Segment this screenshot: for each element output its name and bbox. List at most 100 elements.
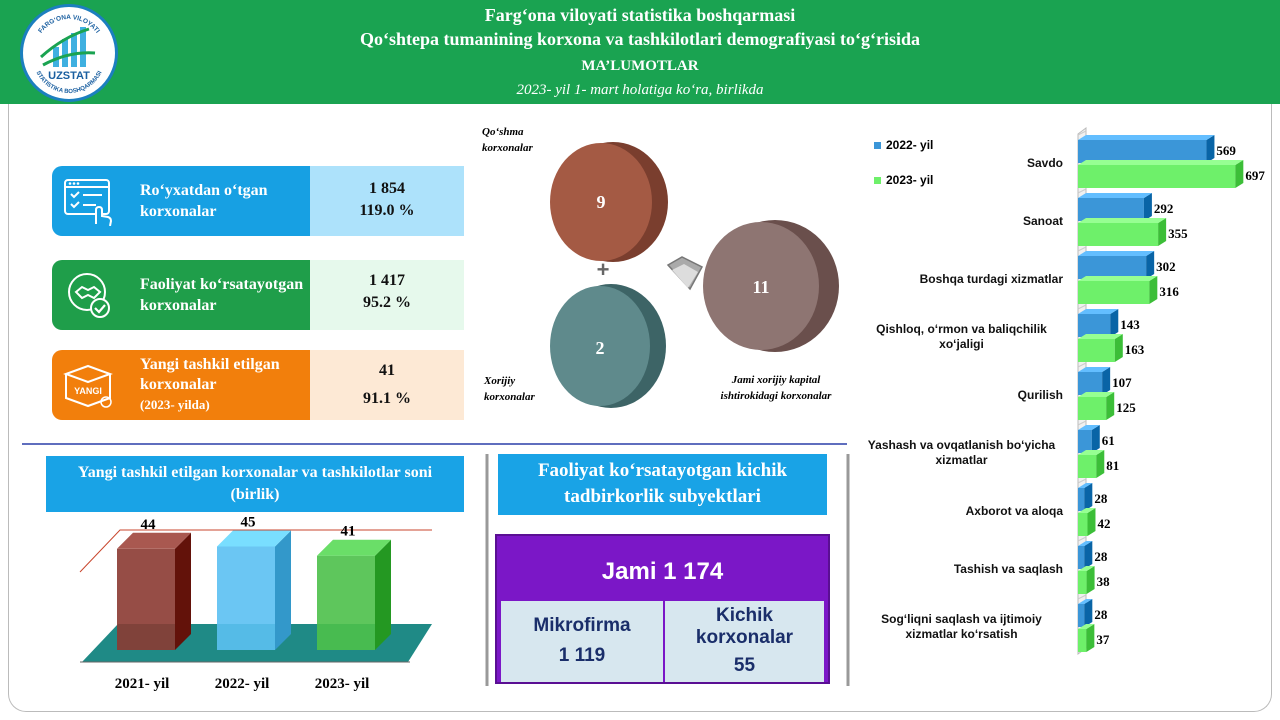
sector-value-0-8: 28: [1094, 607, 1108, 622]
sector-bar-side-0-3: [1110, 309, 1119, 337]
sector-grid-3: [1077, 304, 1087, 310]
sector-value-1-5: 81: [1106, 458, 1119, 473]
logo-emblem: FARG‘ONA VILOYATI STATISTIKA BOSHQARMASI…: [35, 14, 104, 95]
bar-front-1: [217, 546, 275, 650]
sector-bar-top-1-7: [1078, 566, 1095, 571]
sector-value-0-3: 143: [1120, 317, 1140, 332]
box-icon-text: YANGI: [74, 386, 102, 396]
sector-bar-side-1-2: [1149, 276, 1158, 304]
sector-bar-side-1-8: [1086, 624, 1095, 652]
sector-value-1-4: 125: [1116, 400, 1136, 415]
bar-top-1: [217, 530, 291, 547]
card-active: Faoliyat ko‘rsatayotgan korxonalar: [52, 260, 310, 330]
small-value: 55: [733, 655, 756, 676]
sector-bar-1-0: [1078, 165, 1236, 188]
sector-grid-2: [1077, 246, 1087, 252]
sector-value-0-6: 28: [1094, 491, 1108, 506]
sector-bar-top-1-5: [1078, 450, 1105, 455]
bar-value-1: 45: [241, 515, 256, 531]
small-label: Kichik korxonalar: [695, 605, 794, 648]
sector-bar-side-1-3: [1114, 334, 1123, 362]
sector-bar-top-1-3: [1078, 334, 1123, 339]
card-active-value: 1 417: [369, 272, 405, 289]
sector-bar-0-3: [1078, 314, 1111, 337]
header-subtitle: Qo‘shtepa tumanining korxona va tashkilo…: [359, 29, 921, 49]
total-value: 11: [752, 277, 769, 297]
header-banner: Farg‘ona viloyati statistika boshqarmasi…: [0, 0, 1280, 104]
sector-bar-side-1-7: [1086, 566, 1095, 594]
bar-value-0: 44: [141, 517, 157, 533]
sector-bar-1-7: [1078, 571, 1087, 594]
card-new-values: 41 91.1 %: [310, 350, 464, 420]
category-label-1: 2022- yil: [215, 676, 270, 692]
foreign-label-2: korxonalar: [484, 391, 535, 403]
sector-bar-1-5: [1078, 455, 1097, 478]
sector-bar-1-8: [1078, 629, 1087, 652]
sector-value-1-0: 697: [1245, 168, 1265, 183]
uzstat-logo: FARG‘ONA VILOYATI STATISTIKA BOSHQARMASI…: [20, 4, 118, 102]
sector-bar-top-0-3: [1078, 309, 1119, 314]
sector-bar-side-0-0: [1206, 135, 1215, 163]
sector-bar-top-1-4: [1078, 392, 1115, 397]
sector-bar-0-2: [1078, 256, 1147, 279]
small-business-title: Faoliyat ko‘rsatayotgan kichik tadbirkor…: [498, 454, 827, 515]
sector-grid-0: [1077, 130, 1087, 136]
sector-grid-8: [1077, 594, 1087, 600]
joint-label-1: Qo‘shma: [482, 126, 524, 138]
sector-category-4: Qurilish: [1017, 388, 1063, 402]
sector-bar-1-1: [1078, 223, 1159, 246]
bar-side-1: [275, 530, 291, 650]
card-registered-values: 1 854 119.0 %: [310, 166, 464, 236]
bar-side-2: [375, 539, 391, 650]
micro-panel: Mikrofirma 1 119: [501, 601, 663, 682]
sector-grid-6: [1077, 478, 1087, 484]
sector-bar-side-1-5: [1096, 450, 1105, 478]
foreign-label-1: Xorijiy: [483, 375, 515, 387]
category-label-2: 2023- yil: [315, 676, 370, 692]
card-new-sublabel: (2023- yilda): [140, 397, 210, 412]
sector-value-0-7: 28: [1094, 549, 1108, 564]
micro-label: Mikrofirma: [533, 615, 631, 636]
arrow-icon: [666, 256, 704, 291]
sector-bar-top-0-6: [1078, 483, 1093, 488]
handshake-icon: [62, 270, 116, 320]
sector-bar-top-0-8: [1078, 599, 1093, 604]
sector-bar-top-0-4: [1078, 367, 1111, 372]
sector-category-8: Sog‘liqni saqlash va ijtimoiy xizmatlar …: [881, 612, 1042, 641]
sector-bar-side-1-1: [1158, 218, 1167, 246]
sector-bar-0-4: [1078, 372, 1103, 395]
new-chart-title: Yangi tashkil etilgan korxonalar va tash…: [46, 456, 464, 512]
sector-bar-0-5: [1078, 430, 1092, 453]
sector-grid-1: [1077, 188, 1087, 194]
small-business-box: Jami 1 174 Mikrofirma 1 119 Kichik korxo…: [495, 534, 830, 684]
sector-value-0-2: 302: [1156, 259, 1176, 274]
total-label-2: ishtirokidagi korxonalar: [721, 390, 833, 402]
sector-bar-1-4: [1078, 397, 1107, 420]
sector-bar-0-0: [1078, 140, 1207, 163]
sector-bar-top-0-2: [1078, 251, 1155, 256]
sector-bar-0-8: [1078, 604, 1085, 627]
sector-category-3: Qishloq, o‘rmon va baliqchilik xo‘jaligi: [876, 322, 1047, 351]
card-active-percent: 95.2 %: [363, 294, 411, 311]
foreign-circle: 2: [550, 284, 666, 408]
sector-grid-7: [1077, 536, 1087, 542]
sector-category-6: Axborot va aloqa: [965, 504, 1063, 518]
legend-label-0: 2022- yil: [886, 138, 933, 152]
chart-backwall: [79, 529, 432, 573]
small-business-total: Jami 1 174: [601, 558, 724, 585]
header-title: Farg‘ona viloyati statistika boshqarmasi: [484, 5, 796, 25]
sector-bar-top-1-2: [1078, 276, 1158, 281]
sector-bar-1-6: [1078, 513, 1088, 536]
micro-value: 1 119: [558, 645, 606, 666]
bar-side-0: [175, 532, 191, 650]
sector-bar-0-1: [1078, 198, 1144, 221]
sector-value-1-6: 42: [1097, 516, 1110, 531]
sector-bar-top-0-7: [1078, 541, 1093, 546]
sector-value-1-2: 316: [1159, 284, 1179, 299]
total-label-1: Jami xorijiy kapital: [731, 374, 822, 386]
card-registered: Ro‘yxatdan o‘tgan korxonalar: [52, 166, 310, 236]
card-registered-label: Ro‘yxatdan o‘tgan korxonalar: [140, 182, 268, 220]
sector-value-0-5: 61: [1102, 433, 1115, 448]
sector-category-0: Savdo: [1026, 156, 1063, 170]
